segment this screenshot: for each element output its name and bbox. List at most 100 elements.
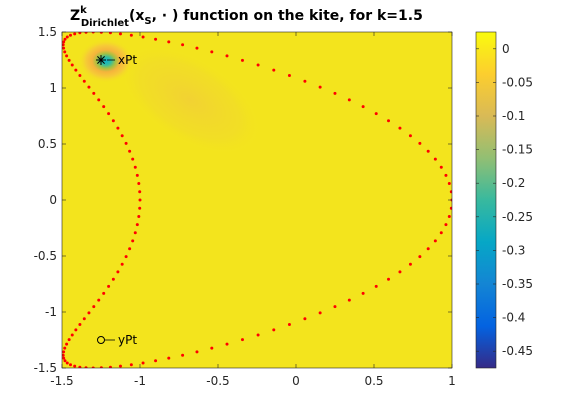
boundary-point (129, 363, 133, 367)
boundary-point (426, 149, 430, 153)
boundary-point (97, 98, 101, 102)
boundary-point (68, 33, 72, 37)
boundary-point (433, 157, 437, 161)
boundary-point (210, 346, 214, 350)
boundary-point (74, 328, 78, 332)
boundary-point (433, 239, 437, 243)
boundary-point (138, 206, 142, 210)
boundary-point (116, 270, 120, 274)
x-axis-ticks: -1.5 -1 -0.5 0 0.5 1 (50, 32, 456, 388)
x-tick-label: -1 (134, 374, 146, 388)
boundary-point (62, 350, 66, 354)
boundary-point (62, 46, 66, 50)
boundary-point (70, 333, 74, 337)
boundary-point (70, 63, 74, 67)
boundary-point (99, 366, 103, 368)
x-tick-label: -0.5 (206, 374, 229, 388)
boundary-point (124, 141, 128, 145)
boundary-point (287, 322, 291, 326)
boundary-point (167, 40, 171, 44)
colorbar-tick-label: -0.15 (502, 143, 533, 157)
boundary-point (181, 43, 185, 47)
boundary-point (84, 366, 88, 368)
boundary-point (63, 359, 67, 363)
boundary-point (426, 247, 430, 251)
ypt-circle-marker (97, 336, 105, 344)
x-tick-label: 0.5 (364, 374, 383, 388)
y-tick-label: -1.5 (34, 361, 57, 375)
boundary-point (92, 305, 96, 309)
boundary-point (439, 231, 443, 235)
boundary-point (107, 284, 111, 288)
boundary-point (287, 74, 291, 78)
colorbar-ticks: 0 -0.05 -0.1 -0.15 -0.2 -0.25 -0.3 -0.35 -0.4 -0.… (476, 42, 533, 358)
boundary-point (387, 119, 391, 123)
colorbar-fill (476, 32, 496, 368)
boundary-point (120, 134, 124, 138)
colorbar-tick-label: -0.35 (502, 277, 533, 291)
x-tick-label: 0 (292, 374, 300, 388)
boundary-point (78, 365, 82, 368)
boundary-point (118, 364, 122, 368)
x-tick-label: -1.5 (50, 374, 73, 388)
boundary-point (78, 74, 82, 78)
boundary-point (128, 149, 132, 153)
xpt-annotation: xPt (96, 53, 137, 67)
boundary-point (210, 50, 214, 54)
asterisk-stroke (97, 56, 105, 64)
boundary-point (102, 105, 106, 109)
boundary-point (447, 182, 451, 186)
boundary-point (444, 173, 448, 177)
boundary-point (225, 54, 229, 58)
boundary-point (137, 182, 141, 186)
colorbar-tick-label: -0.2 (502, 176, 525, 190)
ypt-label: yPt (118, 333, 137, 347)
colorbar-tick-label: -0.05 (502, 75, 533, 89)
boundary-point (74, 68, 78, 72)
boundary-point (272, 328, 276, 332)
boundary-point (256, 63, 260, 67)
boundary-point (154, 37, 158, 41)
y-tick-label: 1.5 (38, 25, 57, 39)
field-well (78, 39, 134, 83)
y-tick-label: 0 (49, 193, 57, 207)
boundary-point (449, 190, 452, 194)
boundary-point (131, 157, 135, 161)
boundary-point (111, 277, 115, 281)
boundary-point (138, 190, 142, 194)
boundary-point (135, 173, 139, 177)
field-background (62, 32, 452, 368)
boundary-point (347, 98, 351, 102)
boundary-point (91, 366, 95, 368)
boundary-point (118, 32, 122, 36)
boundary-point (361, 105, 365, 109)
boundary-point (408, 134, 412, 138)
boundary-point (272, 68, 276, 72)
boundary-point (439, 165, 443, 169)
boundary-point (444, 223, 448, 227)
boundary-point (63, 50, 67, 54)
boundary-point (67, 58, 71, 62)
boundary-point (124, 255, 128, 259)
boundary-point (418, 141, 422, 145)
xpt-label: xPt (118, 53, 137, 67)
boundary-point (240, 58, 244, 62)
colorbar: 0 -0.05 -0.1 -0.15 -0.2 -0.25 -0.3 -0.35 -0.4 -0.… (475, 31, 533, 369)
boundary-point (374, 112, 378, 116)
boundary-point (131, 239, 135, 243)
boundary-point (108, 32, 112, 35)
boundary-point (87, 85, 91, 89)
boundary-point (62, 356, 66, 360)
boundary-point (333, 305, 337, 309)
boundary-point (99, 32, 103, 34)
boundary-point (87, 311, 91, 315)
boundary-point (240, 338, 244, 342)
boundary-point (65, 342, 69, 346)
boundary-point (65, 54, 69, 58)
boundary-point (108, 365, 112, 368)
kite-boundary-points (62, 32, 452, 368)
boundary-point (225, 342, 229, 346)
boundary-point (133, 231, 137, 235)
colorbar-tick-label: -0.45 (502, 344, 533, 358)
boundary-point (154, 359, 158, 363)
